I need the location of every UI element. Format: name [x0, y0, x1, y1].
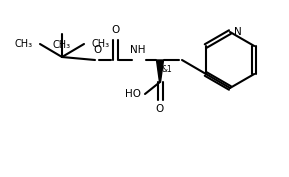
Text: CH₃: CH₃ [53, 40, 71, 50]
Text: O: O [94, 45, 102, 55]
Text: NH: NH [130, 45, 146, 55]
Text: O: O [111, 25, 119, 35]
Text: CH₃: CH₃ [15, 39, 33, 49]
Text: N: N [234, 27, 242, 37]
Text: HO: HO [125, 89, 141, 99]
Text: CH₃: CH₃ [91, 39, 109, 49]
Text: &1: &1 [162, 65, 173, 74]
Text: O: O [156, 104, 164, 114]
Polygon shape [157, 60, 164, 82]
